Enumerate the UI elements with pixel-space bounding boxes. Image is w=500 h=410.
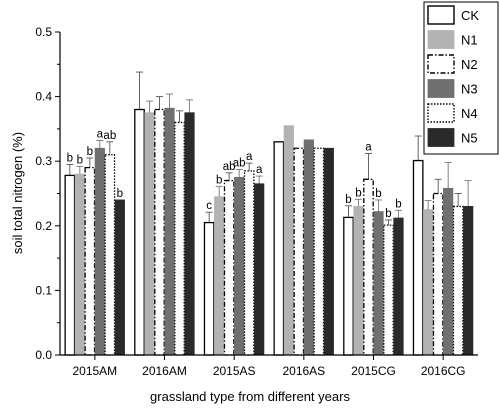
bar-ck-2015cg [343, 216, 354, 356]
y-tick-label: 0.3 [35, 154, 52, 168]
bar-n4-2015am [104, 154, 116, 356]
legend-label-n2: N2 [461, 57, 478, 72]
bar-n4-2016as [313, 147, 325, 356]
y-tick-label: 0.4 [35, 90, 52, 104]
bar-n3-2015am [94, 147, 105, 356]
legend: CK N1 N2 N3 N4 N5 [423, 1, 499, 155]
bar-n5-2016cg [463, 206, 474, 356]
bar-n2-2016cg [432, 192, 444, 356]
sig-label-ck-2015as: c [206, 200, 212, 212]
bar-n5-2016as [323, 147, 334, 356]
y-tick-label: 0.1 [35, 283, 52, 297]
sig-label-n4-2015as: a [246, 151, 253, 163]
bar-n3-2016cg [443, 187, 454, 356]
bar-n5-2015am [114, 199, 125, 356]
bar-n5-2016am [184, 112, 195, 356]
x-tick-label-2016cg: 2016CG [421, 364, 466, 378]
legend-label-n3: N3 [461, 82, 478, 97]
bar-ck-2015am [64, 174, 76, 356]
legend-swatch-n5 [427, 128, 455, 147]
sig-label-n5-2015as: a [256, 164, 263, 176]
bar-n1-2016am [144, 112, 155, 356]
bar-n1-2015as [214, 196, 225, 356]
bar-n3-2015as [234, 176, 245, 356]
bar-ck-2015as [203, 221, 215, 356]
x-tick-label-2015am: 2015AM [72, 364, 117, 378]
sig-label-n3-2015am: a [97, 129, 104, 141]
x-tick-label-2016as: 2016AS [282, 364, 325, 378]
x-tick-label-2015cg: 2015CG [351, 364, 396, 378]
tick-labels: 2015AM 2016AM 2015AS 2016AS 2015CG 2016CG 0.0 0… [35, 25, 465, 378]
x-tick-label-2016am: 2016AM [142, 364, 187, 378]
bar-n2-2015cg [363, 178, 374, 356]
bar-n1-2015am [74, 173, 85, 356]
bar-n2-2016am [154, 108, 165, 356]
sig-label-n1-2015as: b [216, 174, 222, 186]
bar-ck-2016as [273, 141, 285, 356]
x-tick-label-2015as: 2015AS [213, 364, 256, 378]
bar-n3-2016as [303, 139, 314, 356]
sig-label-ck-2015cg: b [345, 194, 351, 206]
bars [64, 107, 474, 356]
sig-label-n2-2015as: ab [223, 161, 236, 173]
bar-n1-2016as [283, 125, 294, 356]
legend-label-n5: N5 [461, 131, 478, 146]
sig-label-n1-2015am: b [77, 154, 83, 166]
legend-label-ck: CK [461, 8, 479, 23]
sig-label-ck-2015am: b [67, 152, 73, 164]
bar-n4-2015as [243, 170, 255, 356]
bar-n3-2015cg [373, 211, 384, 356]
sig-label-n2-2015am: b [87, 146, 93, 158]
sig-label-n3-2015as: ab [233, 158, 246, 170]
bar-n2-2015as [223, 179, 235, 356]
y-tick-label: 0.5 [35, 25, 52, 39]
bar-n3-2016am [164, 107, 175, 356]
error-bars [66, 71, 472, 226]
bar-ck-2016am [134, 108, 145, 356]
sig-label-n5-2015cg: b [395, 198, 401, 210]
legend-label-n1: N1 [461, 33, 478, 48]
y-axis-title: soil total nitrogen (%) [10, 132, 25, 254]
bar-n4-2016cg [452, 205, 464, 356]
legend-swatch-n3 [427, 79, 455, 98]
bar-n1-2016cg [423, 209, 434, 356]
sig-label-n3-2015cg: b [375, 188, 381, 200]
y-tick-label: 0.0 [35, 348, 52, 362]
bar-n2-2016as [293, 147, 305, 356]
sig-label-n2-2015cg: a [365, 141, 372, 153]
sig-label-n4-2015cg: b [385, 208, 391, 220]
bar-n1-2015cg [353, 206, 364, 356]
sig-label-n1-2015cg: b [355, 187, 361, 199]
y-tick-label: 0.2 [35, 219, 52, 233]
bar-n5-2015cg [393, 217, 404, 356]
legend-swatch-n4 [427, 103, 455, 123]
axes [55, 31, 478, 360]
legend-swatch-n1 [427, 30, 455, 49]
legend-swatch-n2 [427, 54, 455, 74]
legend-swatch-ck [427, 5, 455, 25]
legend-label-n4: N4 [461, 106, 478, 121]
bar-n2-2015am [84, 167, 96, 356]
x-axis-title: grassland type from different years [150, 389, 350, 404]
sig-label-n5-2015am: b [117, 188, 123, 200]
bar-n4-2015cg [383, 224, 394, 356]
sig-label-n4-2015am: ab [103, 130, 116, 142]
bar-ck-2016cg [412, 159, 424, 356]
bar-n4-2016am [174, 121, 185, 356]
bar-n5-2015as [254, 183, 265, 356]
